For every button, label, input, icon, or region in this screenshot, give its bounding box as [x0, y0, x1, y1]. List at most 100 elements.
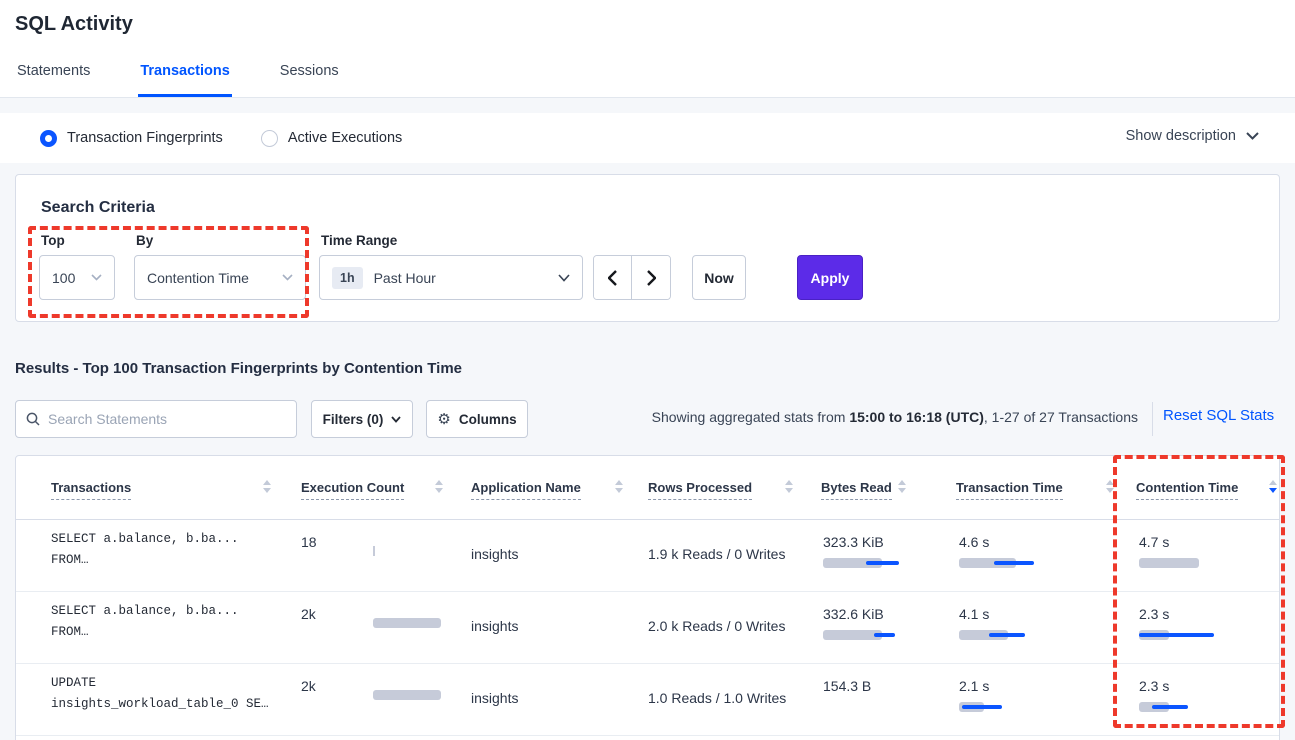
filters-label: Filters (0) [322, 411, 384, 427]
now-button[interactable]: Now [692, 255, 746, 300]
show-description-label: Show description [1125, 128, 1236, 144]
radio-selected-icon [40, 129, 57, 147]
top-select[interactable]: 100 [39, 255, 115, 300]
tab-statements[interactable]: Statements [17, 63, 91, 79]
search-criteria-heading: Search Criteria [41, 199, 155, 216]
column-header-bytes-read[interactable]: Bytes Read [821, 480, 892, 500]
stats-time-range: 15:00 to 16:18 (UTC) [849, 409, 984, 425]
execution-count-value: 18 [301, 534, 317, 550]
next-time-button[interactable] [632, 256, 670, 299]
transaction-time-bar [959, 558, 1041, 568]
contention-time-value: 2.3 s [1139, 678, 1170, 694]
sort-icon-transactions[interactable] [263, 480, 273, 495]
contention-time-bar [1139, 558, 1221, 568]
tab-bar: Statements Transactions Sessions [15, 53, 341, 97]
rows-processed-value: 1.0 Reads / 1.0 Writes [648, 690, 787, 706]
divider [1152, 402, 1153, 436]
transaction-fingerprint-link[interactable]: SELECT a.balance, b.ba... FROM… [51, 604, 239, 639]
columns-button[interactable]: ⚙ Columns [426, 400, 528, 438]
tab-sessions[interactable]: Sessions [279, 63, 339, 79]
chevron-down-icon [1246, 132, 1259, 140]
reset-sql-stats-link[interactable]: Reset SQL Stats [1163, 407, 1275, 424]
radio-label: Transaction Fingerprints [67, 130, 223, 146]
top-field-label: Top [41, 233, 65, 248]
chevron-down-icon [391, 415, 402, 423]
contention-time-value: 2.3 s [1139, 606, 1170, 622]
by-select[interactable]: Contention Time [134, 255, 306, 300]
by-field-label: By [136, 233, 154, 248]
sort-icon-rows-processed[interactable] [785, 480, 795, 495]
tab-transactions[interactable]: Transactions [138, 53, 232, 97]
execution-count-bar [373, 690, 455, 700]
contention-time-bar [1139, 630, 1221, 640]
column-header-application-name[interactable]: Application Name [471, 480, 581, 500]
column-header-execution-count[interactable]: Execution Count [301, 480, 405, 500]
chevron-down-icon [282, 274, 293, 281]
radio-active-executions[interactable]: Active Executions [260, 129, 402, 147]
columns-label: Columns [458, 411, 517, 427]
chevron-right-icon [646, 269, 656, 286]
chevron-down-icon [558, 273, 570, 282]
execution-count-bar [373, 618, 455, 628]
bytes-read-bar [823, 630, 905, 640]
page-title: SQL Activity [15, 13, 133, 35]
previous-time-button[interactable] [594, 256, 632, 299]
application-name-value: insights [471, 546, 519, 562]
sort-icon-application-name[interactable] [615, 480, 625, 495]
transactions-table: Transactions Execution Count Application… [15, 455, 1280, 740]
transaction-fingerprint-link[interactable]: SELECT a.balance, b.ba... FROM… [51, 532, 239, 567]
time-range-value: Past Hour [373, 269, 436, 286]
table-header-row: Transactions Execution Count Application… [16, 456, 1279, 520]
transaction-time-value: 2.1 s [959, 678, 990, 694]
transaction-time-value: 4.6 s [959, 534, 990, 550]
sort-icon-bytes-read[interactable] [898, 480, 908, 495]
top-select-value: 100 [52, 269, 76, 286]
rows-processed-value: 1.9 k Reads / 0 Writes [648, 546, 786, 562]
transaction-time-value: 4.1 s [959, 606, 990, 622]
execution-count-value: 2k [301, 678, 316, 694]
column-header-contention-time[interactable]: Contention Time [1136, 480, 1239, 500]
execution-count-value: 2k [301, 606, 316, 622]
time-range-select[interactable]: 1h Past Hour [319, 255, 583, 300]
sort-icon-execution-count[interactable] [435, 480, 445, 495]
table-row: SELECT a.balance, b.ba... FROM… 2k insig… [16, 592, 1279, 664]
apply-button[interactable]: Apply [797, 255, 863, 300]
application-name-value: insights [471, 690, 519, 706]
bytes-read-value: 332.6 KiB [823, 606, 884, 622]
search-statements-box [15, 400, 297, 438]
time-range-field-label: Time Range [321, 233, 398, 248]
contention-time-bar [1139, 702, 1221, 712]
search-icon [26, 412, 40, 426]
by-select-value: Contention Time [147, 269, 249, 286]
column-header-rows-processed[interactable]: Rows Processed [648, 480, 753, 500]
contention-time-value: 4.7 s [1139, 534, 1170, 550]
table-row: UPDATE insights_workload_table_0 SE… 2k … [16, 664, 1279, 736]
sort-icon-contention-time-active[interactable] [1269, 480, 1279, 495]
page-header: SQL Activity Statements Transactions Ses… [0, 0, 1295, 98]
bytes-read-value: 323.3 KiB [823, 534, 884, 550]
aggregated-stats-text: Showing aggregated stats from 15:00 to 1… [651, 409, 1138, 425]
sort-icon-transaction-time[interactable] [1106, 480, 1116, 495]
show-description-toggle[interactable]: Show description [1126, 128, 1259, 144]
search-statements-input[interactable] [48, 411, 286, 427]
transaction-fingerprint-link[interactable]: UPDATE insights_workload_table_0 SE… [51, 676, 269, 711]
radio-transaction-fingerprints[interactable]: Transaction Fingerprints [40, 129, 223, 147]
radio-unselected-icon [260, 129, 278, 147]
transaction-time-bar [959, 630, 1041, 640]
bytes-read-value: 154.3 B [823, 678, 872, 694]
rows-processed-value: 2.0 k Reads / 0 Writes [648, 618, 786, 634]
column-header-transaction-time[interactable]: Transaction Time [956, 480, 1063, 500]
chevron-down-icon [91, 274, 102, 281]
time-range-badge: 1h [332, 266, 363, 289]
bytes-read-bar [823, 558, 905, 568]
execution-count-bar [373, 546, 455, 556]
column-header-transactions[interactable]: Transactions [51, 480, 132, 500]
filters-button[interactable]: Filters (0) [311, 400, 413, 438]
table-row: SELECT a.balance, b.ba... FROM… 18 insig… [16, 520, 1279, 592]
view-radio-group: Transaction Fingerprints Active Executio… [40, 113, 402, 163]
chevron-left-icon [608, 269, 617, 286]
application-name-value: insights [471, 618, 519, 634]
time-range-nav [593, 255, 671, 300]
gear-icon: ⚙ [437, 411, 451, 428]
